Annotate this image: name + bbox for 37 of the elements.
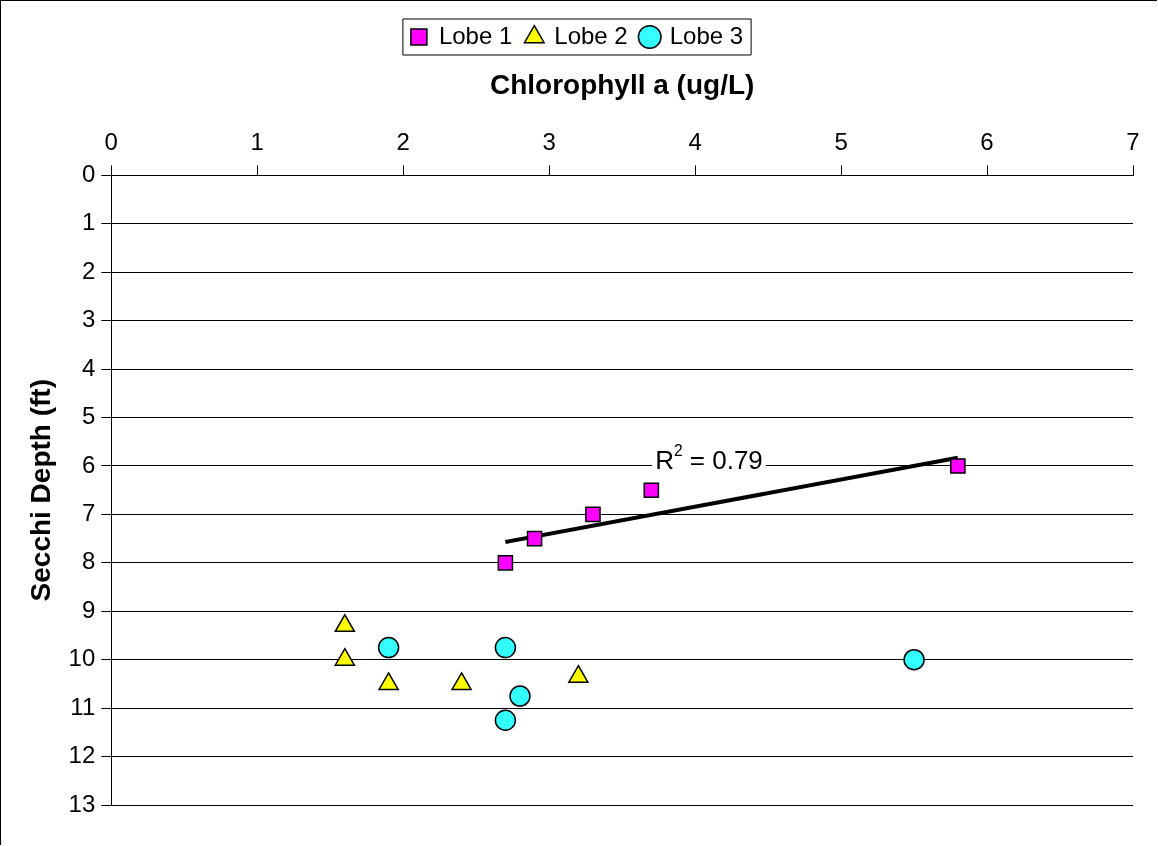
point — [377, 636, 400, 659]
x-axis-title: Chlorophyll a (ug/L) — [489, 68, 755, 100]
y-tick-label: 3 — [81, 305, 96, 333]
x-tick-label: 7 — [1126, 127, 1140, 155]
x-tick-label: 4 — [688, 127, 702, 155]
point — [950, 458, 966, 474]
point — [494, 709, 517, 731]
y-tick-label: 10 — [68, 644, 96, 672]
point — [585, 506, 601, 523]
point — [497, 555, 514, 571]
point — [494, 636, 517, 659]
y-tick-label: 4 — [81, 353, 96, 381]
point — [509, 685, 531, 707]
x-tick-label: 5 — [834, 127, 848, 155]
legend-label: Lobe 2 — [554, 21, 628, 49]
y-tick-label: 11 — [70, 692, 96, 720]
y-tick-label: 7 — [81, 499, 96, 527]
x-tick-label: 3 — [542, 127, 556, 155]
y-tick-label: 6 — [81, 450, 96, 478]
x-tick-label: 0 — [104, 127, 118, 155]
y-axis-title: Secchi Depth (ft) — [24, 378, 56, 602]
y-tick-label: 12 — [68, 741, 96, 769]
y-tick-label: 1 — [81, 208, 96, 236]
y-tick-label: 0 — [81, 160, 96, 188]
y-tick-label: 2 — [81, 256, 96, 284]
point — [903, 648, 925, 671]
y-tick-label: 13 — [68, 789, 96, 817]
point — [526, 530, 543, 547]
x-tick-label: 1 — [250, 127, 264, 155]
point — [643, 482, 660, 499]
x-tick-label: 2 — [396, 127, 410, 155]
y-tick-label: 5 — [81, 402, 96, 430]
y-tick-label: 9 — [81, 595, 96, 623]
legend-label: Lobe 3 — [669, 21, 744, 49]
y-tick-label: 8 — [81, 547, 96, 575]
legend-label: Lobe 1 — [438, 21, 513, 49]
x-tick-label: 6 — [980, 127, 994, 155]
